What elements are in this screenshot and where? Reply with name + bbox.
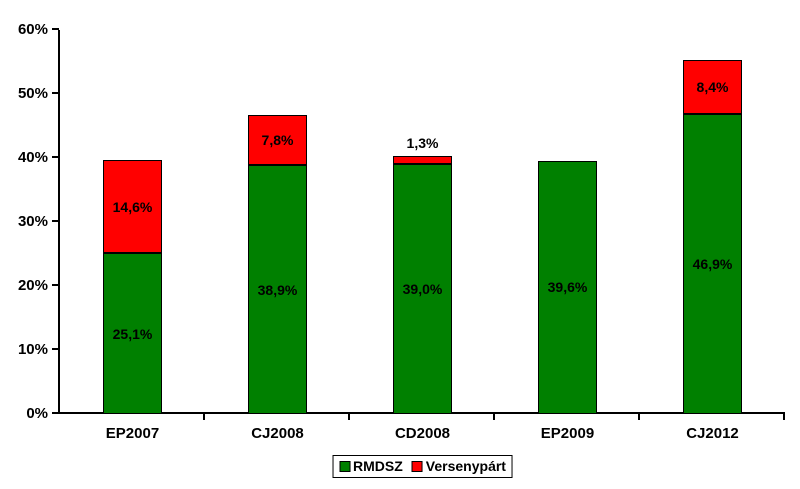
bar-segment-rmdsz — [103, 253, 162, 414]
bar-label: 7,8% — [261, 132, 294, 149]
bar-segment-rmdsz — [683, 113, 742, 414]
y-axis-label: 60% — [17, 21, 48, 38]
bar-label: 8,4% — [696, 78, 729, 95]
x-axis-label: EP2009 — [540, 425, 595, 442]
y-axis-line — [58, 30, 60, 414]
x-axis-tick — [203, 412, 205, 420]
bar-label: 46,9% — [692, 255, 733, 272]
legend-item-rmdsz: RMDSZ — [339, 459, 403, 474]
bar-segment-rmdsz — [538, 160, 597, 414]
x-axis-tick — [638, 412, 640, 420]
bar-segment-versenyprt — [103, 159, 162, 254]
y-axis-label: 30% — [17, 213, 48, 230]
bar-segment-rmdsz — [248, 165, 307, 414]
bar-label: 39,0% — [402, 281, 443, 298]
x-axis-label: CJ2008 — [251, 425, 304, 442]
x-axis-tick — [783, 412, 785, 420]
x-axis-label: CD2008 — [394, 425, 451, 442]
bar-label: 38,9% — [257, 281, 298, 298]
y-axis-tick — [52, 28, 59, 30]
y-axis-label: 50% — [17, 85, 48, 102]
y-axis-tick — [52, 220, 59, 222]
bar-label: 14,6% — [112, 198, 153, 215]
bar-segment-versenyprt — [248, 115, 307, 166]
legend-swatch-icon — [339, 461, 351, 472]
legend-label: RMDSZ — [353, 458, 403, 474]
bar-label: 1,3% — [406, 135, 439, 152]
x-axis-label: EP2007 — [105, 425, 160, 442]
legend-item-versenyprt: Versenypárt — [411, 458, 506, 474]
y-axis-label: 40% — [17, 149, 48, 166]
bar-label: 39,6% — [547, 279, 588, 296]
legend-label: Versenypárt — [425, 458, 506, 474]
bar-label: 25,1% — [112, 325, 153, 342]
y-axis-label: 20% — [17, 277, 48, 294]
legend-swatch-icon — [411, 461, 423, 472]
bar-segment-rmdsz — [393, 164, 452, 414]
y-axis-tick — [52, 156, 59, 158]
y-axis-tick — [52, 284, 59, 286]
y-axis-tick — [52, 348, 59, 350]
bar-segment-versenyprt — [683, 60, 742, 114]
y-axis-label: 0% — [26, 405, 48, 422]
x-axis-tick — [493, 412, 495, 420]
y-axis-label: 10% — [17, 341, 48, 358]
x-axis-label: CJ2012 — [686, 425, 739, 442]
x-axis-tick — [348, 412, 350, 420]
bar-segment-versenyprt — [393, 156, 452, 165]
legend: RMDSZ Versenypárt — [332, 455, 513, 478]
y-axis-tick — [52, 92, 59, 94]
